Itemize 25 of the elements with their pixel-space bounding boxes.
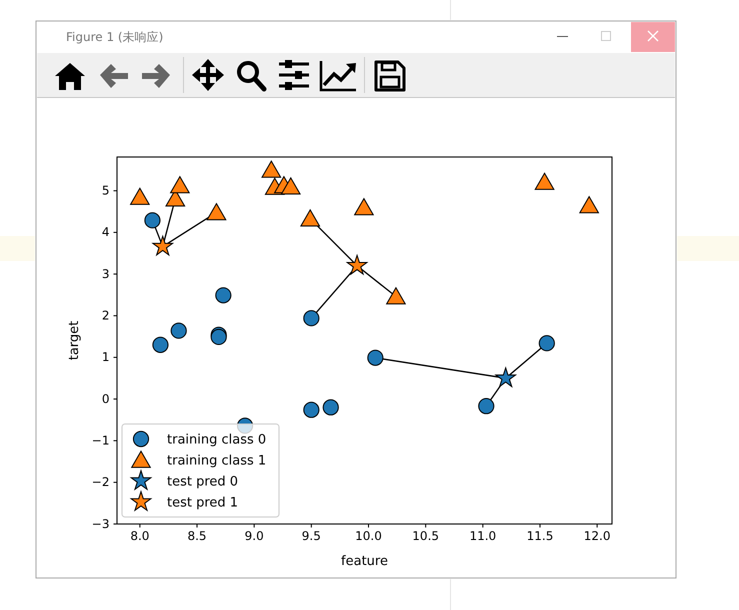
y-tick-label: −1 bbox=[92, 434, 110, 448]
legend-label: training class 1 bbox=[167, 454, 266, 468]
x-tick-label: 10.0 bbox=[355, 529, 382, 544]
y-axis-title: target bbox=[67, 320, 82, 360]
y-tick-label: 2 bbox=[102, 308, 110, 323]
y-tick-label: −2 bbox=[92, 475, 110, 490]
legend-label: training class 0 bbox=[167, 432, 266, 448]
x-tick-label: 11.5 bbox=[526, 529, 554, 544]
x-tick-label: 8.5 bbox=[187, 529, 207, 544]
y-tick-label: 3 bbox=[102, 266, 110, 281]
x-tick-label: 9.0 bbox=[244, 529, 264, 544]
legend-label: test pred 0 bbox=[167, 474, 238, 490]
x-axis-title: feature bbox=[341, 554, 388, 569]
x-tick-label: 9.5 bbox=[302, 529, 321, 544]
x-tick-label: 12.0 bbox=[584, 529, 610, 544]
legend-label: test pred 1 bbox=[167, 496, 238, 510]
y-tick-label: 5 bbox=[102, 184, 110, 198]
y-tick-label: 4 bbox=[102, 225, 110, 240]
y-tick-label: −3 bbox=[92, 516, 110, 531]
x-tick-label: 10.5 bbox=[412, 529, 440, 544]
caption: Figure 1 (未响应) bbox=[66, 30, 164, 44]
x-tick-label: 8.0 bbox=[130, 529, 150, 544]
y-tick-label: 1 bbox=[102, 350, 110, 364]
x-tick-label: 11.0 bbox=[469, 529, 496, 544]
y-tick-label: 0 bbox=[102, 392, 110, 406]
